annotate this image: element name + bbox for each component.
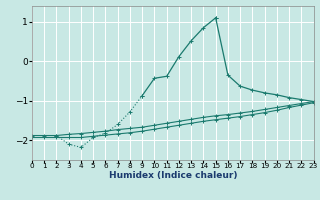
X-axis label: Humidex (Indice chaleur): Humidex (Indice chaleur) <box>108 171 237 180</box>
